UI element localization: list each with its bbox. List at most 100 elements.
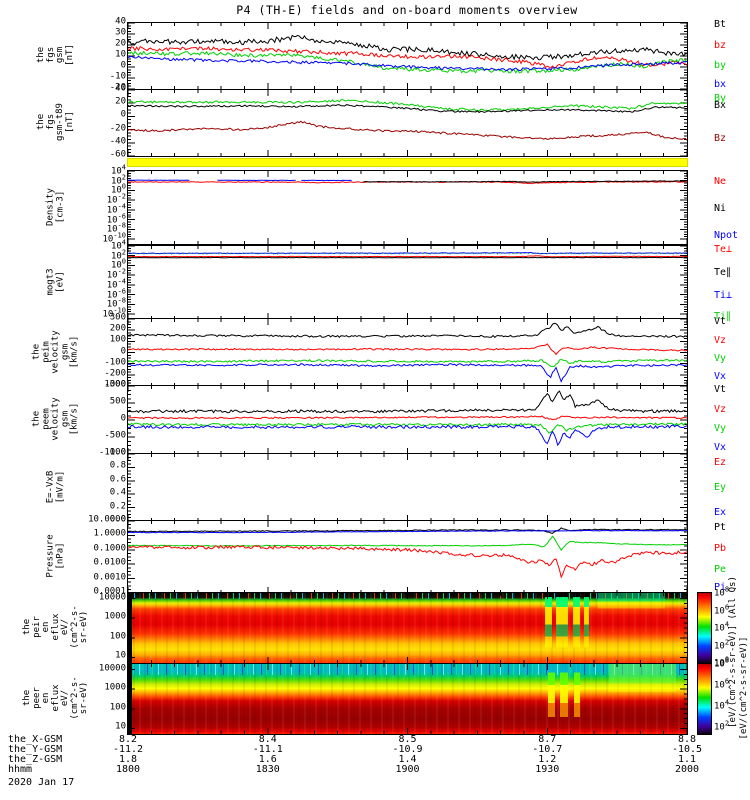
series-Te-para — [128, 256, 687, 259]
spectrogram-event — [574, 664, 580, 734]
y-tick-label: 10-4 — [106, 277, 126, 291]
panel-peem-velocity — [127, 385, 688, 455]
legend-Ti∥: Ti∥ — [714, 311, 732, 323]
legend-Vx: Vx — [714, 442, 727, 454]
spectrogram-event — [545, 593, 553, 663]
legend-Pb: Pb — [714, 542, 727, 554]
y-tick-label: -300 — [104, 379, 126, 390]
legend-Ti⊥: Ti⊥ — [714, 290, 733, 302]
axis-tick-value: -10.9 — [392, 744, 423, 755]
y-tick-label: 10-6 — [106, 287, 126, 301]
axis-tick-value: 1900 — [395, 764, 420, 775]
colorbar-tick-label: 104 — [714, 698, 730, 712]
y-tick-label: -100 — [104, 357, 126, 368]
axis-tick-value: 8.4 — [258, 734, 277, 745]
legend-By: By — [714, 92, 727, 104]
spectrogram-event — [559, 664, 569, 734]
spectrogram-event — [584, 593, 589, 663]
y-tick-label: 10 — [115, 721, 126, 732]
series-Vx — [128, 424, 687, 447]
spectrogram-event — [608, 664, 676, 734]
panel-canvas — [128, 521, 687, 593]
y-tick-label: 0.0 — [109, 514, 126, 525]
spectrogram-peer-spec — [128, 664, 687, 734]
series-bz — [128, 46, 687, 69]
y-axis-label-peer-spec: the peer en eflux eV/ (cm^2-s- sr-eV) — [21, 676, 89, 720]
series-Te-perp — [128, 255, 687, 258]
y-tick-label: 10000 — [98, 592, 126, 603]
series-bx — [128, 55, 687, 72]
colorbar-tick-label: 100 — [714, 655, 730, 669]
legend-Vt: Vt — [714, 383, 727, 395]
y-tick-label: 40 — [115, 83, 126, 94]
y-tick-label: 10-2 — [106, 192, 126, 206]
colorbar-unit-label: [eV/(cm^2-s-sr-eV)] (All Qs) — [728, 576, 738, 728]
y-tick-label: 1.0 — [109, 447, 126, 458]
series-By — [128, 99, 687, 112]
series-Bz — [128, 120, 687, 141]
y-tick-label: 100 — [110, 182, 126, 196]
legend-Te∥: Te∥ — [714, 266, 732, 278]
panel-peer-spec — [127, 663, 688, 735]
y-axis-label-pressure: Pressure [nPa] — [45, 534, 66, 578]
series-Vz — [128, 343, 687, 356]
panel-efield — [127, 453, 688, 522]
series-by — [128, 50, 687, 74]
axis-row-label: the_Y-GSM — [8, 744, 63, 755]
axis-tick-value: 8.2 — [118, 734, 138, 745]
y-tick-label: 100 — [109, 631, 126, 642]
y-tick-label: 10-2 — [106, 267, 126, 281]
legend-Ni: Ni — [714, 202, 727, 214]
y-tick-label: -60 — [109, 149, 126, 160]
axis-tick-value: -10.7 — [532, 744, 563, 755]
legend-Ez: Ez — [714, 457, 727, 469]
series-Vt — [128, 390, 687, 414]
colorbar-2 — [697, 663, 712, 735]
y-tick-label: 10-4 — [106, 202, 126, 216]
colorbar-tick-label: 104 — [714, 620, 730, 634]
series-Bx — [128, 104, 687, 114]
series-Vy — [128, 422, 687, 434]
y-tick-label: 10 — [115, 650, 126, 661]
panel-canvas — [128, 454, 687, 521]
series-Ti-para — [128, 252, 687, 255]
panel-canvas — [128, 90, 687, 156]
y-tick-label: 0.0001 — [93, 586, 126, 597]
spectrogram-event — [548, 664, 555, 734]
colorbar-tick-label: 106 — [714, 603, 730, 616]
legend-Bz: Bz — [714, 133, 727, 145]
y-tick-label: 20 — [115, 38, 126, 49]
panel-canvas — [128, 593, 687, 663]
y-tick-label: 0 — [120, 346, 126, 356]
spectrogram-grain — [128, 664, 687, 734]
y-tick-label: 1000 — [104, 379, 126, 390]
y-tick-label: 0.1000 — [93, 543, 126, 554]
y-tick-label: -500 — [104, 430, 126, 441]
y-tick-label: 104 — [110, 238, 126, 252]
legend-Bx: Bx — [714, 100, 727, 112]
panel-fgs-gsm-t89 — [127, 89, 688, 157]
axis-row-hhmm: hhmm 1800 1830 1900 1930 2000 — [0, 765, 750, 775]
y-tick-label: 0.4 — [109, 487, 126, 498]
panel-canvas — [128, 664, 687, 734]
legend-Vz: Vz — [714, 334, 727, 346]
y-tick-label: -40 — [109, 136, 126, 147]
y-tick-label: 102 — [110, 248, 126, 262]
axis-tick-value: 1.2 — [538, 754, 557, 765]
axis-tick-value: 8.7 — [538, 734, 557, 745]
legend-Bt: Bt — [714, 19, 727, 31]
axis-tick-value: 1.6 — [258, 754, 277, 765]
panel-canvas — [128, 171, 687, 244]
y-tick-label: 10-8 — [106, 296, 126, 310]
y-tick-label: 40 — [115, 16, 126, 27]
axis-tick-value: -11.2 — [112, 744, 144, 755]
colorbar-tick-label: 108 — [714, 585, 730, 599]
y-tick-label: 1000 — [104, 611, 126, 622]
series-Pt — [128, 527, 687, 534]
axis-tick-value: 8.5 — [398, 734, 417, 745]
axis-tick-value: 1800 — [115, 764, 141, 775]
y-tick-label: 500 — [109, 396, 126, 407]
y-axis-label-density: Density [cm-3] — [45, 187, 66, 226]
y-tick-label: 20 — [115, 96, 126, 107]
